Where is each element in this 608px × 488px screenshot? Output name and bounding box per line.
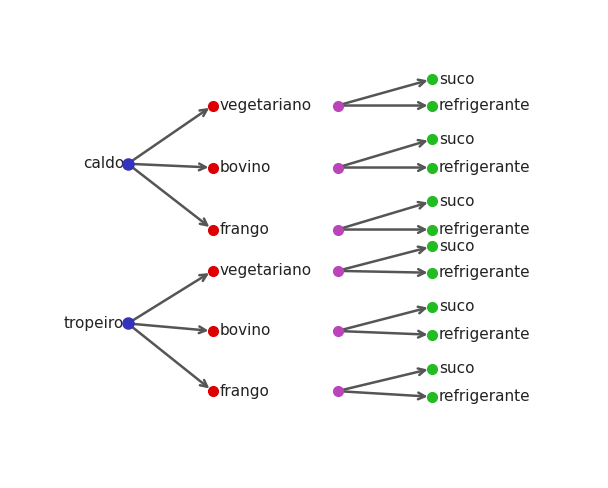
Text: suco: suco: [439, 194, 474, 209]
Text: refrigerante: refrigerante: [439, 389, 530, 404]
Text: refrigerante: refrigerante: [439, 98, 530, 113]
Text: suco: suco: [439, 239, 474, 254]
Text: tropeiro: tropeiro: [64, 316, 124, 331]
Text: bovino: bovino: [219, 160, 271, 175]
Text: refrigerante: refrigerante: [439, 265, 530, 280]
Text: refrigerante: refrigerante: [439, 222, 530, 237]
Text: suco: suco: [439, 72, 474, 87]
Text: refrigerante: refrigerante: [439, 160, 530, 175]
Text: vegetariano: vegetariano: [219, 98, 312, 113]
Text: vegetariano: vegetariano: [219, 264, 312, 278]
Text: caldo: caldo: [83, 156, 124, 171]
Text: frango: frango: [219, 384, 269, 399]
Text: suco: suco: [439, 361, 474, 376]
Text: bovino: bovino: [219, 324, 271, 339]
Text: refrigerante: refrigerante: [439, 327, 530, 342]
Text: suco: suco: [439, 132, 474, 147]
Text: frango: frango: [219, 222, 269, 237]
Text: suco: suco: [439, 299, 474, 314]
